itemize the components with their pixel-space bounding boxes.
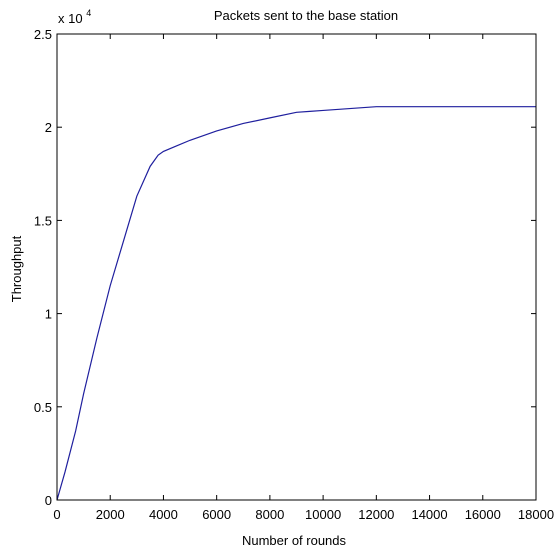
y-tick-label: 0.5 — [34, 400, 52, 415]
x-tick-label: 2000 — [96, 507, 125, 522]
plot-frame — [56, 33, 537, 501]
chart-title: Packets sent to the base station — [214, 8, 398, 23]
series-line — [56, 106, 536, 501]
y-tick-label: 1.5 — [34, 213, 52, 228]
x-axis-label: Number of rounds — [242, 533, 347, 548]
x-tick-label: 8000 — [255, 507, 284, 522]
x-tick-label: 0 — [53, 507, 60, 522]
x-tick-label: 4000 — [149, 507, 178, 522]
x-tick-label: 14000 — [411, 507, 447, 522]
y-axis-label: Throughput — [9, 235, 24, 302]
y-axis-exponent-base: x 10 — [58, 11, 83, 26]
y-tick-label: 1 — [45, 307, 52, 322]
x-tick-label: 10000 — [305, 507, 341, 522]
x-tick-label: 16000 — [465, 507, 501, 522]
y-tick-label: 0 — [45, 493, 52, 508]
y-axis-exponent: x 10 4 — [58, 8, 91, 26]
y-axis-exponent-power: 4 — [86, 8, 91, 18]
y-tick-label: 2 — [45, 120, 52, 135]
y-tick-label: 2.5 — [34, 27, 52, 42]
x-tick-label: 6000 — [202, 507, 231, 522]
x-tick-label: 12000 — [358, 507, 394, 522]
tick-layer: 0 2000 4000 6000 8000 10000 12000 14000 16000 180… — [34, 27, 554, 522]
x-tick-label: 18000 — [518, 507, 554, 522]
